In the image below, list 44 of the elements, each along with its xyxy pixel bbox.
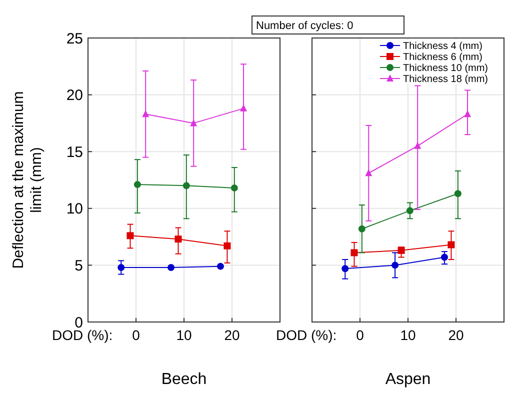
point	[142, 110, 150, 118]
point	[224, 242, 231, 250]
point	[398, 246, 405, 254]
x-tick-label: 0	[132, 327, 140, 343]
point	[365, 169, 372, 176]
legend-label: Thickness 6 (mm)	[403, 52, 482, 63]
legend-title: Number of cycles: 0	[256, 20, 354, 32]
x-tick-label: 20	[448, 327, 464, 343]
point	[182, 182, 190, 190]
y-tick-label: 15	[66, 144, 83, 161]
x-axis-title: DOD (%):	[276, 327, 337, 343]
y-tick-label: 25	[66, 30, 83, 48]
legend-label: Thickness 10 (mm)	[403, 63, 488, 74]
point	[358, 225, 366, 232]
point	[190, 119, 198, 126]
point	[448, 241, 455, 248]
point	[134, 181, 141, 188]
point	[240, 104, 248, 112]
point	[406, 207, 414, 214]
point	[440, 254, 448, 261]
y-tick-label: 10	[66, 200, 83, 218]
point	[174, 236, 182, 243]
point	[342, 265, 349, 272]
x-tick-label: 20	[224, 327, 240, 343]
point	[216, 262, 224, 270]
point	[454, 190, 462, 198]
point	[118, 264, 125, 271]
point	[464, 110, 472, 118]
text: Beech	[161, 371, 207, 388]
point	[392, 262, 399, 269]
point	[414, 142, 422, 149]
legend-label: Thickness 18 (mm)	[403, 74, 488, 85]
text: Aspen	[385, 371, 431, 388]
x-tick-label: 10	[400, 327, 416, 343]
y-axis-title: Deflection at the maximum limit (mm)	[10, 91, 45, 269]
point	[126, 232, 134, 240]
legend-label: Thickness 4 (mm)	[403, 41, 482, 52]
y-tick-label: 20	[66, 87, 83, 104]
y-tick-label: 5	[74, 257, 83, 274]
point	[168, 264, 175, 271]
x-tick-label: 0	[356, 327, 364, 343]
x-tick-label: 10	[176, 327, 192, 343]
point	[350, 249, 358, 256]
point	[230, 184, 238, 192]
